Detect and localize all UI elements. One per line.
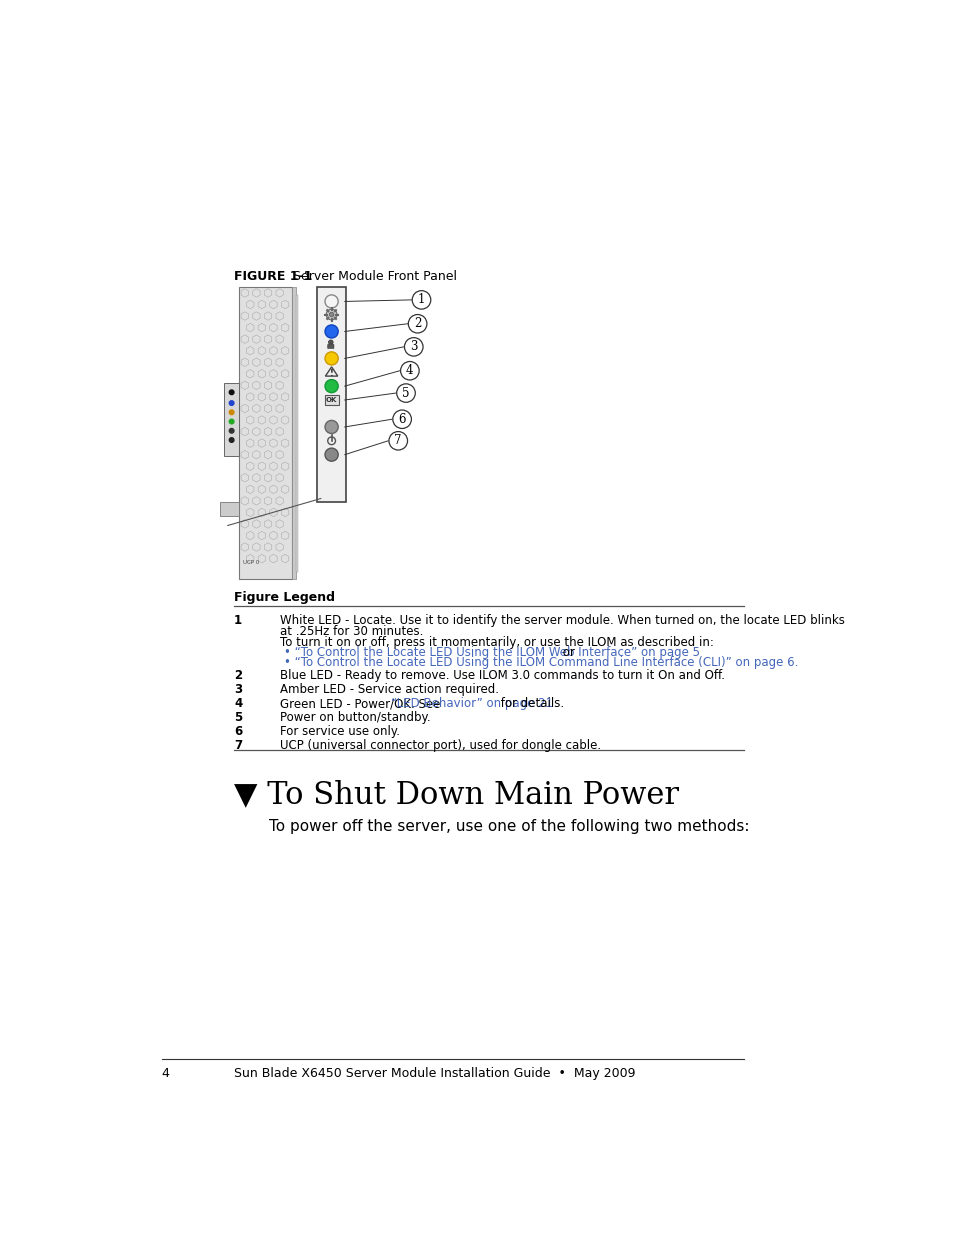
Circle shape <box>408 315 427 333</box>
Circle shape <box>229 419 233 424</box>
Text: 5: 5 <box>402 387 410 400</box>
Text: OK: OK <box>326 396 337 403</box>
Text: “LED Behavior” on page 21: “LED Behavior” on page 21 <box>391 698 553 710</box>
FancyBboxPatch shape <box>324 395 338 405</box>
Text: 4: 4 <box>162 1067 170 1079</box>
Circle shape <box>393 410 411 429</box>
FancyBboxPatch shape <box>220 503 239 516</box>
FancyBboxPatch shape <box>316 287 346 503</box>
Bar <box>292 287 295 579</box>
Circle shape <box>325 379 337 393</box>
Bar <box>295 294 298 572</box>
Text: 1: 1 <box>417 294 425 306</box>
Text: Amber LED - Service action required.: Amber LED - Service action required. <box>280 683 499 697</box>
FancyBboxPatch shape <box>224 383 239 456</box>
Text: Power on button/standby.: Power on button/standby. <box>280 711 431 724</box>
Text: 4: 4 <box>406 364 414 377</box>
Text: or: or <box>558 646 575 658</box>
Text: 3: 3 <box>410 341 417 353</box>
Circle shape <box>404 337 422 356</box>
Text: at .25Hz for 30 minutes.: at .25Hz for 30 minutes. <box>280 625 423 637</box>
Circle shape <box>329 312 334 317</box>
Text: 6: 6 <box>398 412 405 426</box>
Circle shape <box>325 295 337 308</box>
Circle shape <box>229 437 233 442</box>
Text: To power off the server, use one of the following two methods:: To power off the server, use one of the … <box>269 819 748 834</box>
Text: 4: 4 <box>233 698 242 710</box>
Text: White LED - Locate. Use it to identify the server module. When turned on, the lo: White LED - Locate. Use it to identify t… <box>280 614 844 627</box>
FancyBboxPatch shape <box>239 287 292 579</box>
Text: !: ! <box>330 368 334 378</box>
Circle shape <box>326 309 336 320</box>
Text: • “To Control the Locate LED Using the ILOM Command Line Interface (CLI)” on pag: • “To Control the Locate LED Using the I… <box>284 656 798 668</box>
Circle shape <box>229 401 233 405</box>
Text: 7: 7 <box>233 739 242 752</box>
Text: UCP (universal connector port), used for dongle cable.: UCP (universal connector port), used for… <box>280 739 601 752</box>
Text: for details.: for details. <box>497 698 563 710</box>
Text: Server Module Front Panel: Server Module Front Panel <box>293 270 456 283</box>
Text: Figure Legend: Figure Legend <box>233 592 335 604</box>
Circle shape <box>229 429 233 433</box>
Text: ▼ To Shut Down Main Power: ▼ To Shut Down Main Power <box>233 779 679 810</box>
Text: To turn it on or off, press it momentarily, or use the ILOM as described in:: To turn it on or off, press it momentari… <box>280 636 714 648</box>
Text: UCP 0: UCP 0 <box>243 561 259 566</box>
Text: Blue LED - Ready to remove. Use ILOM 3.0 commands to turn it On and Off.: Blue LED - Ready to remove. Use ILOM 3.0… <box>280 669 724 683</box>
Text: For service use only.: For service use only. <box>280 725 400 739</box>
Text: • “To Control the Locate LED Using the ILOM Web Interface” on page 5: • “To Control the Locate LED Using the I… <box>284 646 700 658</box>
Text: 3: 3 <box>233 683 242 697</box>
Circle shape <box>389 431 407 450</box>
Text: 7: 7 <box>395 435 401 447</box>
Text: FIGURE 1-1: FIGURE 1-1 <box>233 270 312 283</box>
Circle shape <box>229 410 233 415</box>
Circle shape <box>325 325 337 338</box>
Text: 1: 1 <box>233 614 242 627</box>
Circle shape <box>412 290 431 309</box>
Circle shape <box>325 420 337 433</box>
Polygon shape <box>328 343 334 348</box>
Circle shape <box>400 362 418 380</box>
Circle shape <box>229 390 233 395</box>
Text: Sun Blade X6450 Server Module Installation Guide  •  May 2009: Sun Blade X6450 Server Module Installati… <box>233 1067 635 1079</box>
Circle shape <box>396 384 415 403</box>
Polygon shape <box>325 367 337 377</box>
Text: 2: 2 <box>414 317 421 330</box>
Text: 2: 2 <box>233 669 242 683</box>
Text: 5: 5 <box>233 711 242 724</box>
Circle shape <box>328 340 333 345</box>
Text: Green LED - Power/OK. See: Green LED - Power/OK. See <box>280 698 444 710</box>
Circle shape <box>325 352 337 366</box>
Text: 6: 6 <box>233 725 242 739</box>
Circle shape <box>325 448 337 461</box>
